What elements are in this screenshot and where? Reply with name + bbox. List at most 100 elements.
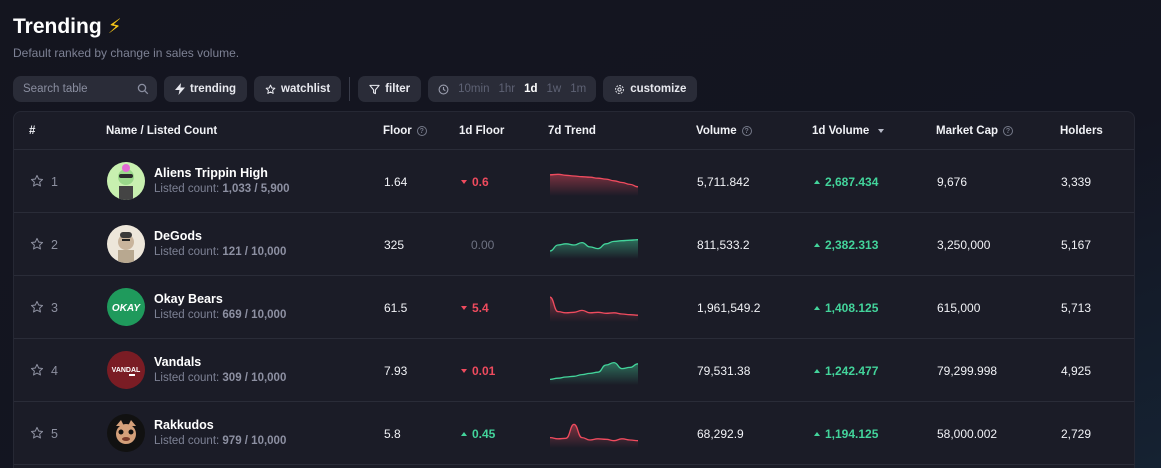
- time-range-selector: 10min 1hr 1d 1w 1m: [428, 76, 597, 102]
- time-option-1hr[interactable]: 1hr: [498, 83, 516, 95]
- rank-cell: 4: [51, 363, 58, 378]
- customize-label: customize: [630, 83, 687, 95]
- watchlist-star-icon[interactable]: [30, 300, 44, 314]
- gear-icon: [615, 84, 625, 94]
- time-option-1m[interactable]: 1m: [570, 83, 587, 95]
- collection-name[interactable]: Vandals: [154, 355, 202, 369]
- customize-button[interactable]: customize: [603, 76, 698, 102]
- holders-cell: 4,925: [1061, 363, 1092, 378]
- collection-avatar[interactable]: OKAY: [107, 288, 145, 326]
- collection-avatar[interactable]: [107, 225, 145, 263]
- floor-1d-value: 0.6: [472, 174, 489, 189]
- page-title: Trending ⚡: [13, 14, 122, 39]
- collection-avatar[interactable]: [107, 162, 145, 200]
- floor-cell: 1.64: [384, 174, 408, 189]
- rank-cell: 1: [51, 174, 58, 189]
- listed-count: Listed count: 121 / 10,000: [154, 246, 286, 258]
- floor-1d-value: 5.4: [472, 300, 489, 315]
- search-placeholder: Search table: [23, 83, 88, 95]
- info-icon: ?: [1003, 126, 1013, 136]
- collection-name[interactable]: DeGods: [154, 229, 202, 243]
- collection-name[interactable]: Okay Bears: [154, 292, 223, 306]
- col-floor[interactable]: Floor ?: [383, 112, 427, 150]
- floor-1d-cell: 0.6: [461, 150, 489, 213]
- volume-1d-value: 1,408.125: [825, 300, 879, 315]
- volume-cell: 79,531.38: [697, 363, 751, 378]
- listed-prefix: Listed count:: [154, 246, 223, 258]
- floor-1d-cell: 0.01: [461, 339, 495, 402]
- col-volume[interactable]: Volume ?: [696, 112, 752, 150]
- market-cap-cell: 58,000.002: [937, 426, 998, 441]
- svg-text:OKAY: OKAY: [112, 303, 141, 314]
- decrease-arrow-icon: [461, 368, 467, 373]
- listed-value: 979 / 10,000: [222, 435, 287, 447]
- rank-cell: 3: [51, 300, 58, 315]
- watchlist-star-icon[interactable]: [30, 174, 44, 188]
- market-cap-cell: 9,676: [937, 174, 968, 189]
- collection-name[interactable]: Aliens Trippin High: [154, 166, 268, 180]
- sparkline-line: [549, 173, 639, 188]
- col-1d-floor[interactable]: 1d Floor: [459, 125, 505, 137]
- lightning-icon: ⚡: [107, 16, 122, 38]
- star-icon: [265, 84, 276, 94]
- sparkline-area: [550, 239, 638, 259]
- collections-table: # Name / Listed Count Floor ? 1d Floor 7…: [13, 111, 1135, 468]
- watchlist-star-icon[interactable]: [30, 426, 44, 440]
- col-market-cap[interactable]: Market Cap ?: [936, 112, 1013, 150]
- col-market-cap-label: Market Cap: [936, 125, 998, 137]
- watchlist-star-icon[interactable]: [30, 363, 44, 377]
- floor-1d-value: 0.45: [472, 426, 496, 441]
- volume-cell: 5,711.842: [697, 174, 750, 189]
- collection-name[interactable]: Rakkudos: [154, 418, 214, 432]
- volume-1d-cell: 2,382.313: [814, 213, 878, 276]
- col-rank: #: [29, 125, 36, 137]
- info-icon: ?: [741, 126, 752, 136]
- search-input[interactable]: Search table: [13, 76, 157, 102]
- holders-cell: 2,729: [1061, 426, 1092, 441]
- page-subtitle: Default ranked by change in sales volume…: [13, 46, 240, 60]
- col-name[interactable]: Name / Listed Count: [106, 125, 218, 137]
- market-cap-cell: 3,250,000: [937, 237, 991, 252]
- time-option-10min[interactable]: 10min: [458, 83, 490, 95]
- volume-1d-value: 2,687.434: [825, 174, 879, 189]
- watchlist-star-icon[interactable]: [30, 237, 44, 251]
- table-row[interactable]: 3 OKAY Okay Bears Listed count: 669 / 10,00…: [14, 276, 1134, 339]
- table-row[interactable]: 1 Aliens Trippin High Listed count: 1,033 …: [14, 150, 1134, 213]
- trending-button[interactable]: trending: [164, 76, 247, 102]
- clock-icon: [438, 84, 449, 94]
- increase-arrow-icon: [814, 431, 820, 436]
- volume-1d-cell: 1,194.125: [814, 402, 878, 465]
- volume-1d-cell: 1,408.125: [814, 276, 878, 339]
- floor-1d-value: 0.01: [472, 363, 496, 378]
- table-row[interactable]: 4 VANDAL Vandals Listed count: 309 / 10,000…: [14, 339, 1134, 402]
- trend-sparkline: [549, 423, 639, 448]
- filter-icon: [369, 84, 380, 94]
- col-1d-volume[interactable]: 1d Volume: [812, 112, 885, 150]
- watchlist-label: watchlist: [281, 83, 331, 95]
- listed-value: 309 / 10,000: [222, 372, 287, 384]
- time-option-1w[interactable]: 1w: [546, 83, 562, 95]
- table-row[interactable]: 2 DeGods Listed count: 121 / 10,000 325 0.00…: [14, 213, 1134, 276]
- filter-button[interactable]: filter: [358, 76, 422, 102]
- volume-cell: 68,292.9: [697, 426, 744, 441]
- trend-sparkline: [549, 296, 639, 322]
- table-row[interactable]: 5 Rakkudos Listed count: 979 / 10,000 5.8 0.…: [14, 402, 1134, 465]
- col-holders[interactable]: Holders: [1060, 125, 1103, 137]
- time-option-1d[interactable]: 1d: [524, 83, 538, 95]
- watchlist-button[interactable]: watchlist: [254, 76, 342, 102]
- listed-count: Listed count: 979 / 10,000: [154, 435, 286, 447]
- holders-cell: 3,339: [1061, 174, 1092, 189]
- listed-value: 121 / 10,000: [222, 246, 287, 258]
- volume-cell: 811,533.2: [697, 237, 750, 252]
- bolt-icon: [175, 83, 185, 95]
- table-header: # Name / Listed Count Floor ? 1d Floor 7…: [14, 112, 1134, 150]
- collection-avatar[interactable]: VANDAL: [107, 351, 145, 389]
- floor-cell: 61.5: [384, 300, 408, 315]
- increase-arrow-icon: [461, 431, 467, 436]
- listed-prefix: Listed count:: [154, 372, 223, 384]
- collection-avatar[interactable]: [107, 414, 145, 452]
- volume-1d-value: 1,194.125: [825, 426, 879, 441]
- listed-prefix: Listed count:: [154, 435, 223, 447]
- decrease-arrow-icon: [461, 179, 467, 184]
- sparkline-area: [550, 174, 638, 196]
